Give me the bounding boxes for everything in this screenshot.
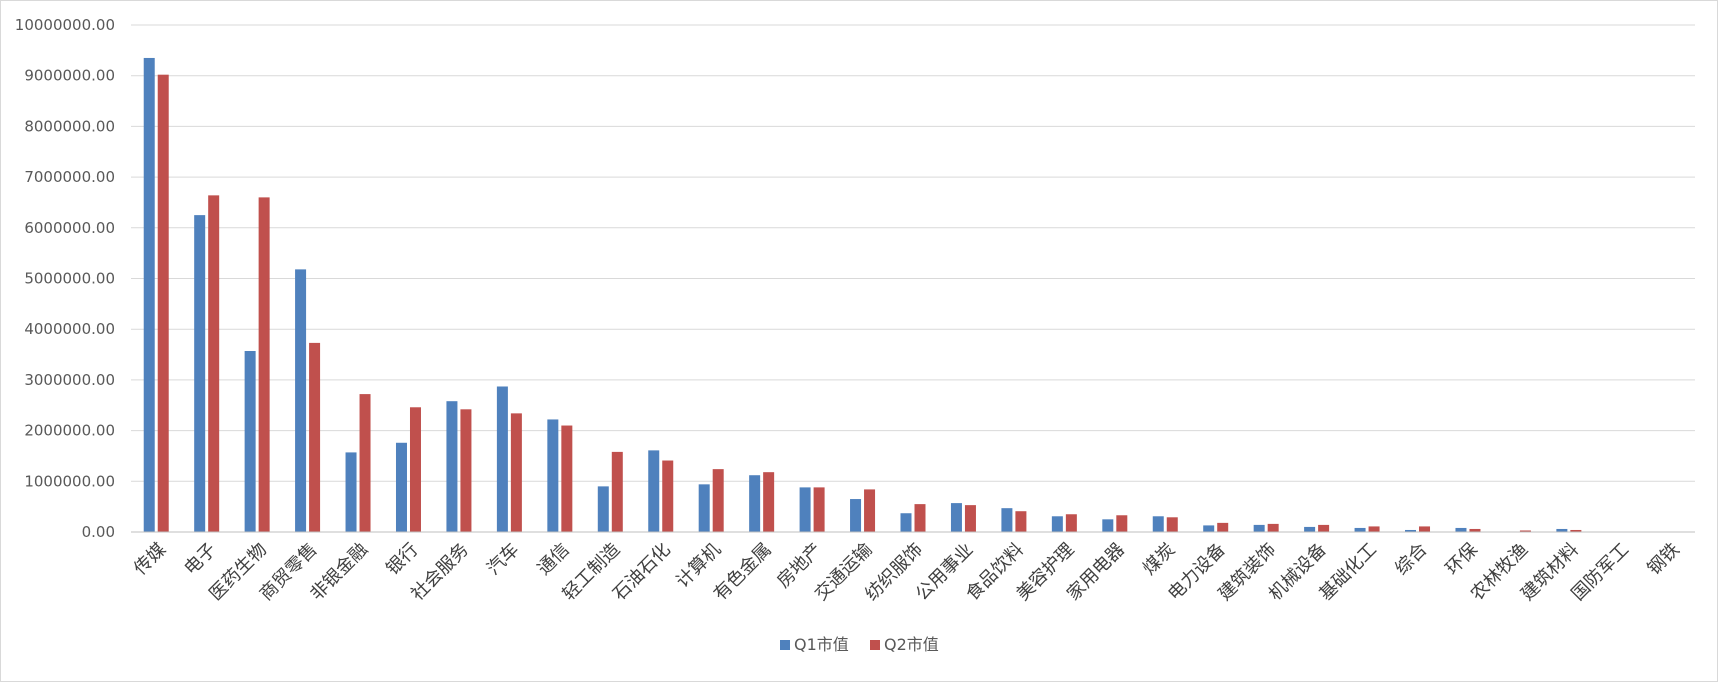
bar-q2 — [1116, 515, 1127, 532]
bar-q1 — [1052, 516, 1063, 532]
y-tick-label: 7000000.00 — [24, 168, 115, 186]
bar-q1 — [295, 269, 306, 532]
legend-swatch-q2 — [870, 640, 880, 650]
legend-label-q2: Q2市值 — [884, 635, 939, 654]
legend: Q1市值 Q2市值 — [780, 635, 939, 654]
bar-q1 — [144, 58, 155, 532]
bar-q1 — [1455, 528, 1466, 532]
bar-q2 — [1167, 517, 1178, 532]
bar-q2 — [814, 487, 825, 532]
x-tick-label: 钢铁 — [1643, 539, 1683, 579]
x-tick-label: 汽车 — [483, 539, 523, 579]
y-tick-label: 3000000.00 — [24, 371, 115, 389]
bar-q2 — [864, 489, 875, 532]
bar-q1 — [699, 484, 710, 532]
bar-q2 — [208, 195, 219, 532]
bar-q2 — [460, 409, 471, 532]
y-tick-label: 9000000.00 — [24, 67, 115, 85]
y-tick-label: 5000000.00 — [24, 270, 115, 288]
bar-q2 — [158, 75, 169, 532]
bar-q1 — [1102, 519, 1113, 532]
bar-q2 — [1419, 526, 1430, 532]
x-tick-label: 环保 — [1442, 539, 1482, 579]
bar-q2 — [309, 343, 320, 532]
y-tick-label: 8000000.00 — [24, 117, 115, 135]
bar-q2 — [1268, 524, 1279, 532]
legend-label-q1: Q1市值 — [794, 635, 849, 654]
y-axis-ticks: 0.00 1000000.00 2000000.00 3000000.00 400000… — [15, 16, 115, 541]
bar-q2 — [360, 394, 371, 532]
bar-q2 — [1217, 523, 1228, 532]
bar-q1 — [648, 450, 659, 532]
bar-q2 — [713, 469, 724, 532]
bar-q2 — [1318, 525, 1329, 532]
bar-q2 — [410, 407, 421, 532]
bar-q1 — [850, 499, 861, 532]
bar-q1 — [598, 486, 609, 532]
bar-q1 — [396, 443, 407, 532]
x-tick-label: 银行 — [382, 539, 422, 579]
x-axis-ticks: 传媒电子医药生物商贸零售非银金融银行社会服务汽车通信轻工制造石油石化计算机有色金… — [130, 539, 1684, 605]
bar-q2 — [763, 472, 774, 532]
bar-q2 — [511, 413, 522, 532]
x-tick-label: 煤炭 — [1139, 539, 1179, 579]
x-tick-label: 综合 — [1391, 539, 1431, 579]
bar-q1 — [1153, 516, 1164, 532]
bar-q2 — [1369, 526, 1380, 532]
bar-q1 — [1001, 508, 1012, 532]
bar-q2 — [612, 452, 623, 532]
bar-q2 — [1066, 514, 1077, 532]
bar-q2 — [1015, 511, 1026, 532]
bar-q1 — [1254, 525, 1265, 532]
x-tick-label: 传媒 — [130, 539, 170, 579]
bar-q1 — [346, 452, 357, 532]
bars — [144, 58, 1632, 532]
bar-q1 — [1355, 528, 1366, 532]
bar-q1 — [547, 419, 558, 532]
bar-q2 — [662, 461, 673, 532]
bar-q1 — [800, 487, 811, 532]
bar-q2 — [915, 504, 926, 532]
bar-q1 — [446, 401, 457, 532]
y-tick-label: 0.00 — [82, 523, 115, 541]
bar-q1 — [1203, 525, 1214, 532]
y-tick-label: 1000000.00 — [24, 472, 115, 490]
bar-q1 — [1304, 527, 1315, 532]
bar-q1 — [194, 215, 205, 532]
y-tick-label: 4000000.00 — [24, 320, 115, 338]
x-tick-label: 电子 — [180, 539, 220, 579]
bar-q2 — [561, 426, 572, 532]
bar-q2 — [259, 197, 270, 532]
bar-q1 — [245, 351, 256, 532]
bar-q1 — [497, 386, 508, 532]
bar-q1 — [749, 475, 760, 532]
y-tick-label: 2000000.00 — [24, 422, 115, 440]
x-tick-label: 通信 — [534, 539, 574, 579]
legend-swatch-q1 — [780, 640, 790, 650]
bar-q2 — [965, 505, 976, 532]
y-tick-label: 6000000.00 — [24, 219, 115, 237]
bar-q1 — [951, 503, 962, 532]
bar-q1 — [901, 513, 912, 532]
y-tick-label: 10000000.00 — [15, 16, 115, 34]
